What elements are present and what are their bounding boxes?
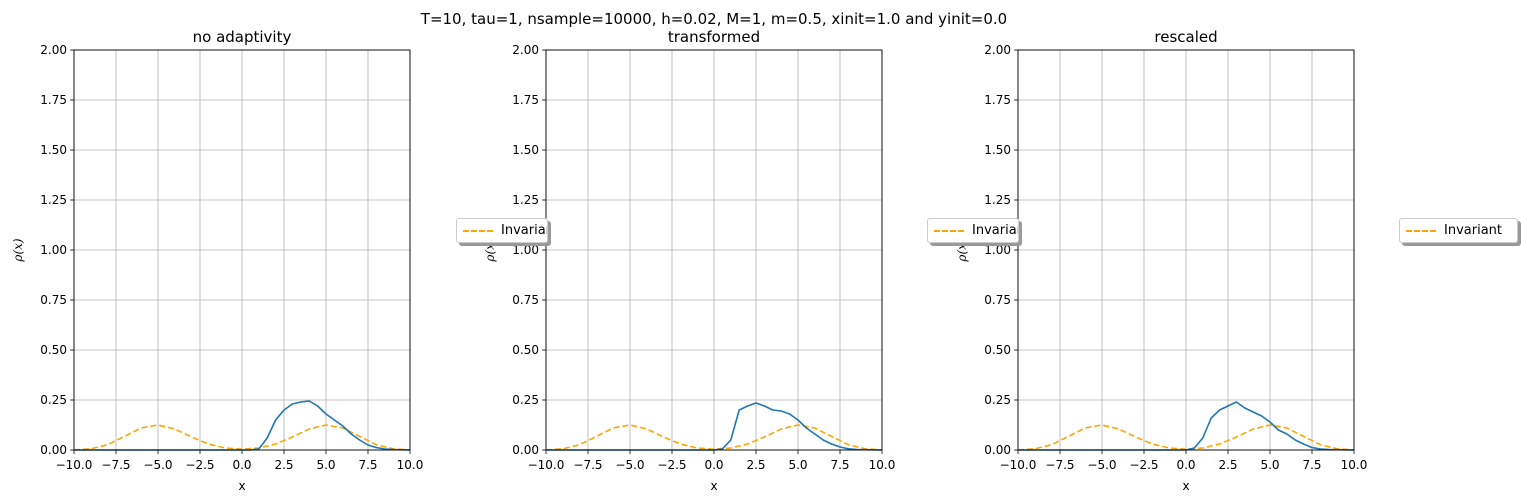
legend: Invariant — [456, 218, 548, 243]
subplot-2: −10.0 −7.5 −5.0 −2.5 0.0 2.5 5.0 7.5 10.0 0.00 0.2… — [483, 28, 895, 493]
y-axis-label: ρ(x) — [955, 238, 969, 263]
x-tick-label: −7.5 — [573, 458, 602, 472]
y-tick-label: 2.00 — [512, 43, 539, 57]
series-density-line — [1018, 401, 1355, 451]
x-tick-label: −2.5 — [657, 458, 686, 472]
y-tick-label: 0.00 — [512, 443, 539, 457]
x-tick-label: −2.5 — [1129, 458, 1158, 472]
y-tick-label: 0.75 — [512, 293, 539, 307]
y-tick-label: 1.25 — [512, 193, 539, 207]
subplot-1: −10.0 −7.5 −5.0 −2.5 0.0 2.5 5.0 7.5 10.0 0.00 0.2… — [11, 28, 423, 493]
legend-dashed-line-swatch — [463, 229, 493, 232]
y-tick-label: 1.00 — [512, 243, 539, 257]
subplot-title: transformed — [668, 28, 760, 46]
x-tick-label: 0.0 — [1176, 458, 1195, 472]
legend-label: Invariant — [1444, 223, 1502, 238]
legend-dashed-line-swatch — [1406, 229, 1436, 232]
y-axis-label: ρ(x) — [11, 238, 25, 263]
x-tick-label: 7.5 — [830, 458, 849, 472]
x-tick-label: 7.5 — [358, 458, 377, 472]
y-tick-label: 0.50 — [512, 343, 539, 357]
y-tick-label: 1.75 — [40, 93, 67, 107]
y-tick-label: 1.25 — [40, 193, 67, 207]
subplot-3: −10.0 −7.5 −5.0 −2.5 0.0 2.5 5.0 7.5 10.0 0.00 0.2… — [955, 28, 1367, 493]
y-axis-label: ρ(x) — [483, 238, 497, 263]
legend-dashed-line-swatch — [934, 229, 964, 232]
x-axis-label: x — [1182, 479, 1189, 493]
y-tick-label: 1.75 — [512, 93, 539, 107]
figure-suptitle: T=10, tau=1, nsample=10000, h=0.02, M=1,… — [420, 10, 1007, 28]
legend-label: Invariant — [972, 223, 1018, 238]
y-tick-label: 1.00 — [984, 243, 1011, 257]
axes-frame — [545, 49, 883, 451]
x-tick-label: −2.5 — [185, 458, 214, 472]
subplot-title: no adaptivity — [193, 28, 292, 46]
legend: Invariant — [927, 218, 1019, 243]
series-density-line — [546, 402, 883, 451]
x-axis-label: x — [710, 479, 717, 493]
y-tick-label: 0.25 — [984, 393, 1011, 407]
x-tick-label: 0.0 — [232, 458, 251, 472]
axes-frame — [1017, 49, 1355, 451]
x-tick-label: −7.5 — [1045, 458, 1074, 472]
x-tick-label: 7.5 — [1302, 458, 1321, 472]
y-tick-label: 1.25 — [984, 193, 1011, 207]
x-tick-label: −5.0 — [615, 458, 644, 472]
subplot-title: rescaled — [1154, 28, 1217, 46]
x-tick-label: 2.5 — [746, 458, 765, 472]
y-tick-label: 0.25 — [40, 393, 67, 407]
x-tick-label: 5.0 — [316, 458, 335, 472]
axes-frame — [73, 49, 411, 451]
x-tick-label: 5.0 — [1260, 458, 1279, 472]
x-tick-label: 10.0 — [397, 458, 424, 472]
y-tick-label: 0.00 — [40, 443, 67, 457]
y-tick-label: 1.50 — [512, 143, 539, 157]
x-tick-label: 2.5 — [274, 458, 293, 472]
y-tick-label: 2.00 — [984, 43, 1011, 57]
x-tick-label: 10.0 — [869, 458, 896, 472]
x-tick-label: 2.5 — [1218, 458, 1237, 472]
y-tick-label: 0.75 — [984, 293, 1011, 307]
x-tick-label: −7.5 — [101, 458, 130, 472]
y-tick-label: 0.00 — [984, 443, 1011, 457]
y-tick-label: 0.75 — [40, 293, 67, 307]
y-tick-label: 1.00 — [40, 243, 67, 257]
y-tick-label: 1.50 — [984, 143, 1011, 157]
legend-label: Invariant — [501, 223, 547, 238]
series-density-line — [74, 400, 411, 451]
y-tick-label: 0.50 — [984, 343, 1011, 357]
x-tick-label: 10.0 — [1341, 458, 1368, 472]
y-tick-label: 1.75 — [984, 93, 1011, 107]
y-tick-label: 0.50 — [40, 343, 67, 357]
x-tick-label: −10.0 — [56, 458, 93, 472]
legend: Invariant — [1399, 218, 1518, 243]
x-tick-label: −10.0 — [1000, 458, 1037, 472]
y-tick-label: 1.50 — [40, 143, 67, 157]
y-tick-label: 0.25 — [512, 393, 539, 407]
x-tick-label: −10.0 — [528, 458, 565, 472]
y-tick-label: 2.00 — [40, 43, 67, 57]
x-tick-label: 5.0 — [788, 458, 807, 472]
x-tick-label: −5.0 — [1087, 458, 1116, 472]
x-tick-label: −5.0 — [143, 458, 172, 472]
x-axis-label: x — [238, 479, 245, 493]
x-tick-label: 0.0 — [704, 458, 723, 472]
